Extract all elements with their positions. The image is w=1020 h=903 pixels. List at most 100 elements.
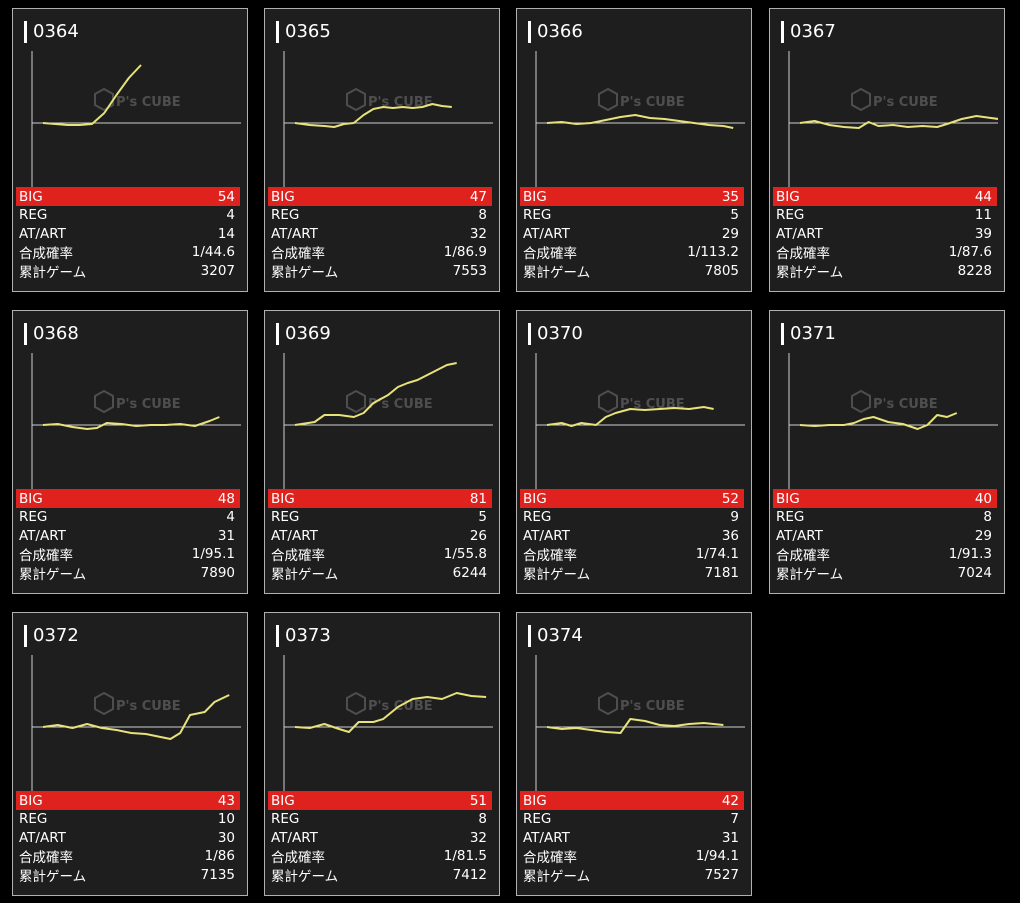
card-header: 0367: [781, 21, 836, 43]
stats-table: BIG 52 REG 9 AT/ART 36 合成確率 1/74.1 累計ゲーム…: [520, 489, 744, 584]
machine-card-0367[interactable]: 0367 P's CUBE BIG 44 REG 11 AT/ART 39 合成…: [769, 8, 1005, 292]
reg-row: REG 11: [773, 206, 997, 225]
games-row: 累計ゲーム 6244: [268, 564, 492, 583]
watermark-brand: P's CUBE: [873, 95, 938, 110]
rate-row: 合成確率 1/86.9: [268, 243, 492, 262]
at-label: AT/ART: [776, 527, 823, 544]
big-row: BIG 48: [16, 489, 240, 508]
machine-card-0374[interactable]: 0374 P's CUBE BIG 42 REG 7 AT/ART 31 合成確…: [516, 612, 752, 896]
watermark-logo: P's CUBE: [346, 691, 433, 716]
rate-label: 合成確率: [271, 548, 325, 565]
rate-label: 合成確率: [523, 548, 577, 565]
watermark-logo: P's CUBE: [346, 389, 433, 414]
big-row: BIG 43: [16, 791, 240, 810]
machine-card-0365[interactable]: 0365 P's CUBE BIG 47 REG 8 AT/ART 32 合成確…: [264, 8, 500, 292]
rate-row: 合成確率 1/81.5: [268, 847, 492, 866]
reg-row: REG 5: [268, 508, 492, 527]
stats-table: BIG 81 REG 5 AT/ART 26 合成確率 1/55.8 累計ゲーム…: [268, 489, 492, 583]
stats-table: BIG 40 REG 8 AT/ART 29 合成確率 1/91.3 累計ゲーム…: [773, 489, 997, 583]
slump-line: [546, 718, 724, 734]
machine-card-0364[interactable]: 0364 P's CUBE BIG 54 REG 4 AT/ART 14 合成確…: [12, 8, 248, 292]
at-value: 26: [469, 527, 487, 544]
reg-label: REG: [19, 509, 48, 526]
card-header: 0369: [276, 323, 331, 345]
rate-value: 1/95.1: [191, 546, 235, 563]
cube-icon: [94, 691, 114, 716]
title-accent-bar: [781, 21, 784, 43]
games-value: 6244: [452, 565, 487, 582]
reg-row: REG 9: [520, 508, 744, 527]
cube-icon: [851, 389, 871, 414]
at-label: AT/ART: [19, 527, 66, 544]
big-row: BIG 42: [520, 791, 744, 810]
games-value: 7412: [452, 867, 487, 884]
reg-value: 11: [974, 207, 992, 224]
machine-number: 0368: [33, 323, 79, 344]
games-label: 累計ゲーム: [19, 567, 87, 584]
big-label: BIG: [19, 792, 43, 809]
reg-value: 8: [478, 811, 487, 828]
machine-card-0369[interactable]: 0369 P's CUBE BIG 81 REG 5 AT/ART 26 合成確…: [264, 310, 500, 594]
reg-row: REG 8: [773, 508, 997, 527]
rate-value: 1/94.1: [695, 848, 739, 865]
reg-label: REG: [19, 811, 48, 828]
big-row: BIG 35: [520, 187, 744, 206]
watermark-logo: P's CUBE: [94, 389, 181, 414]
rate-row: 合成確率 1/74.1: [520, 545, 744, 564]
rate-row: 合成確率 1/44.6: [16, 243, 240, 262]
reg-label: REG: [523, 811, 552, 828]
machine-card-0370[interactable]: 0370 P's CUBE BIG 52 REG 9 AT/ART 36 合成確…: [516, 310, 752, 594]
title-accent-bar: [24, 323, 27, 345]
games-value: 7181: [704, 565, 739, 582]
rate-label: 合成確率: [776, 548, 830, 565]
slump-line: [799, 115, 998, 129]
watermark-brand: P's CUBE: [116, 397, 181, 412]
games-value: 7135: [200, 867, 235, 884]
at-label: AT/ART: [523, 225, 570, 242]
reg-value: 7: [730, 811, 739, 828]
reg-value: 4: [226, 509, 235, 526]
games-label: 累計ゲーム: [776, 265, 844, 282]
rate-label: 合成確率: [523, 850, 577, 867]
machine-card-0366[interactable]: 0366 P's CUBE BIG 35 REG 5 AT/ART 29 合成確…: [516, 8, 752, 292]
cube-icon: [346, 87, 366, 112]
machine-number: 0371: [790, 323, 836, 344]
at-label: AT/ART: [523, 527, 570, 544]
at-row: AT/ART 32: [268, 225, 492, 244]
reg-label: REG: [776, 509, 805, 526]
machine-card-0373[interactable]: 0373 P's CUBE BIG 51 REG 8 AT/ART 32 合成確…: [264, 612, 500, 896]
slump-line: [42, 694, 230, 740]
stats-table: BIG 43 REG 10 AT/ART 30 合成確率 1/86 累計ゲーム …: [16, 791, 240, 886]
watermark-logo: P's CUBE: [94, 691, 181, 716]
stats-table: BIG 48 REG 4 AT/ART 31 合成確率 1/95.1 累計ゲーム…: [16, 489, 240, 584]
at-value: 39: [974, 225, 992, 242]
games-row: 累計ゲーム 3207: [16, 262, 240, 281]
big-value: 51: [469, 792, 487, 809]
games-label: 累計ゲーム: [523, 567, 591, 584]
title-accent-bar: [528, 21, 531, 43]
slump-graph: P's CUBE: [283, 655, 493, 791]
slump-graph: P's CUBE: [788, 51, 998, 187]
big-label: BIG: [523, 188, 547, 205]
slump-line: [294, 103, 452, 128]
rate-label: 合成確率: [19, 246, 73, 263]
rate-value: 1/91.3: [948, 546, 992, 563]
reg-row: REG 10: [16, 810, 240, 829]
at-row: AT/ART 14: [16, 225, 240, 244]
big-label: BIG: [19, 188, 43, 205]
at-label: AT/ART: [523, 829, 570, 846]
games-value: 3207: [200, 263, 235, 280]
machine-card-0368[interactable]: 0368 P's CUBE BIG 48 REG 4 AT/ART 31 合成確…: [12, 310, 248, 594]
at-row: AT/ART 32: [268, 829, 492, 848]
reg-value: 10: [217, 811, 235, 828]
at-value: 32: [469, 225, 487, 242]
big-label: BIG: [271, 490, 295, 507]
card-header: 0371: [781, 323, 836, 345]
games-label: 累計ゲーム: [271, 265, 339, 282]
reg-row: REG 8: [268, 206, 492, 225]
machine-card-0372[interactable]: 0372 P's CUBE BIG 43 REG 10 AT/ART 30 合成…: [12, 612, 248, 896]
machine-card-0371[interactable]: 0371 P's CUBE BIG 40 REG 8 AT/ART 29 合成確…: [769, 310, 1005, 594]
at-value: 31: [721, 829, 739, 846]
machine-number: 0370: [537, 323, 583, 344]
games-label: 累計ゲーム: [19, 869, 87, 886]
